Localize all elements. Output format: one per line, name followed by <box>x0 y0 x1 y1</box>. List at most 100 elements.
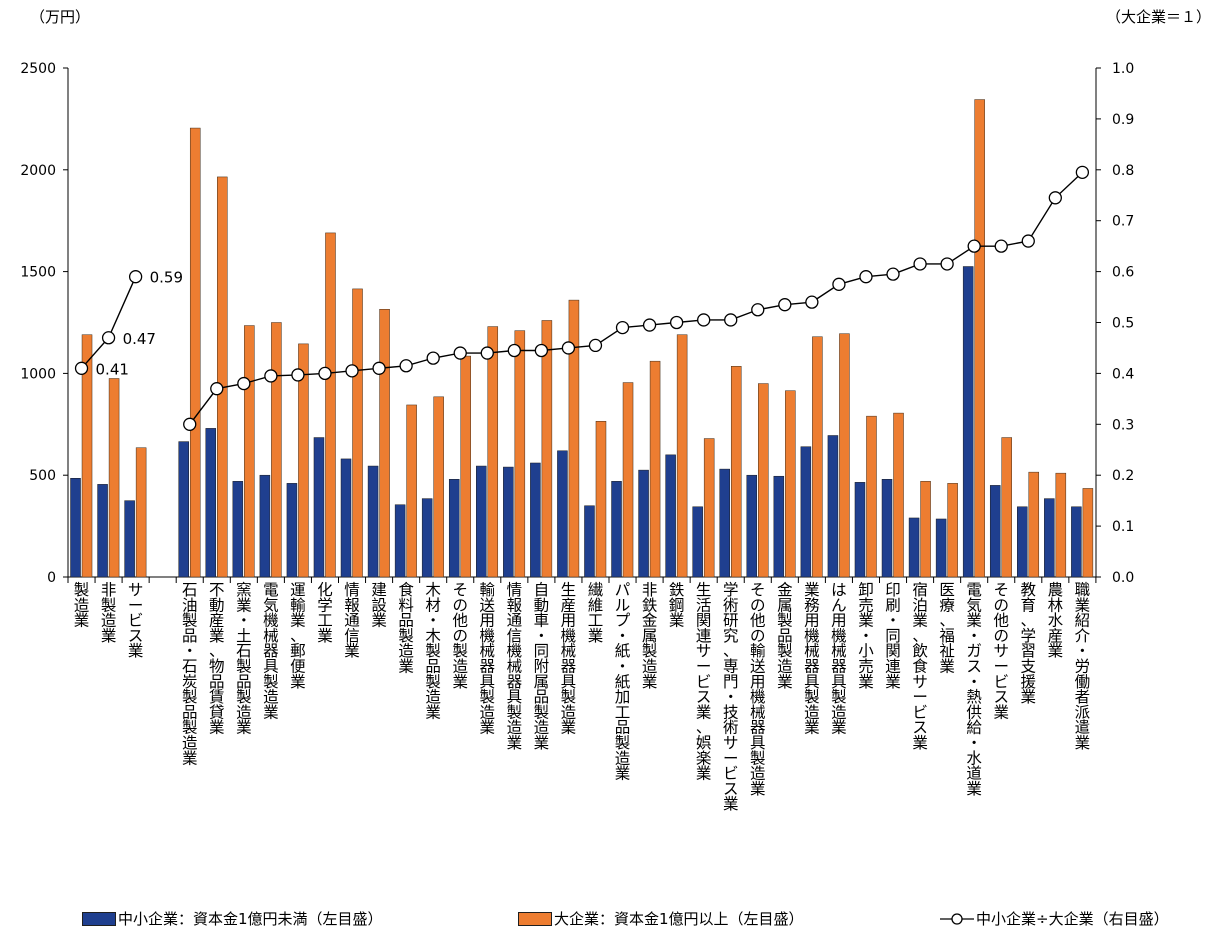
legend-item-sme: 中小企業：資本金1億円未満（左目盛） <box>82 908 383 929</box>
category-label: 不動産業、物品賃貸業 <box>209 581 225 737</box>
bar-sme <box>665 454 676 578</box>
left-axis-unit: （万円） <box>30 8 91 26</box>
bar-large <box>514 330 526 578</box>
bar-sme <box>881 479 893 578</box>
bar-sme <box>97 484 108 578</box>
ratio-point <box>237 376 251 391</box>
category-label: 教育、学習支援業 <box>1021 581 1037 706</box>
ratio-point <box>805 295 819 309</box>
legend-swatch-sme <box>82 911 116 926</box>
chart-canvas: 0 500 1000 1500 2000 2500 0.0 0.1 0.2 0.3 0.4 0.5 0.… <box>20 61 1134 813</box>
ratio-point <box>615 320 630 335</box>
ratio-point <box>318 366 332 381</box>
category-label: 生活関連サービス業、娯楽業 <box>696 581 712 783</box>
category-label: 学術研究、専門・技術サービス業 <box>723 581 739 813</box>
bar-large <box>947 483 958 578</box>
category-label: 運輸業、郵便業 <box>290 581 306 691</box>
category-label: 電気業・ガス・熱供給・水道業 <box>966 581 982 798</box>
ratio-point <box>74 361 89 375</box>
bar-sme <box>178 441 189 578</box>
bar-sme <box>854 482 866 578</box>
bar-sme <box>692 506 703 578</box>
category-label: 職業紹介・労働者派遣業 <box>1075 581 1091 752</box>
bar-large <box>487 326 499 578</box>
ratio-point <box>480 346 494 360</box>
left-tick-label: 1000 <box>20 366 56 382</box>
bar-large <box>730 366 742 578</box>
bar-large <box>676 334 688 578</box>
ratio-point <box>669 315 684 330</box>
category-label: 医療、福祉業 <box>939 581 955 676</box>
category-label: 食料品製造業 <box>398 581 414 676</box>
bar-large <box>244 325 255 578</box>
ratio-line: 0.41 0.47 0.59 <box>74 165 1090 431</box>
bar-large <box>271 322 282 578</box>
left-tick-label: 2000 <box>20 163 56 179</box>
ratio-point <box>426 351 440 365</box>
category-label: はん用機械器具製造業 <box>831 581 847 737</box>
bar-large <box>703 438 715 578</box>
category-label: その他の製造業 <box>452 581 468 691</box>
right-tick-label: 0.9 <box>1112 112 1134 128</box>
legend-item-ratio: 中小企業÷大企業（右目盛） <box>940 908 1169 929</box>
bar-large <box>812 336 823 578</box>
bar-sme <box>719 468 730 578</box>
category-label: その他のサービス業 <box>993 581 1009 721</box>
ratio-point <box>345 364 359 378</box>
category-label: 金属製品製造業 <box>777 581 793 691</box>
category-label: 繊維工業 <box>588 581 604 645</box>
bar-sme <box>367 465 379 578</box>
right-tick-label: 0.6 <box>1112 265 1134 281</box>
axes: 0 500 1000 1500 2000 2500 0.0 0.1 0.2 0.3 0.4 0.5 0.… <box>20 61 1134 586</box>
category-label: 非鉄金属製造業 <box>642 581 658 691</box>
category-label: 農林水産業 <box>1048 581 1064 660</box>
category-label: 化学工業 <box>317 581 333 645</box>
right-tick-label: 0.8 <box>1112 163 1134 179</box>
bar-sme <box>773 475 785 578</box>
bar-sme <box>340 458 352 578</box>
bar-sme <box>827 435 839 578</box>
category-label: その他の輸送用機械器具製造業 <box>750 581 766 798</box>
ratio-point <box>751 303 765 317</box>
bar-sme <box>584 505 595 578</box>
bar-large <box>622 382 634 578</box>
bar-large <box>1001 437 1012 578</box>
bar-large <box>325 232 336 578</box>
bar-sme <box>908 517 920 578</box>
ratio-point <box>832 277 846 291</box>
category-label: 情報通信機械器具製造業 <box>507 581 523 752</box>
ratio-point <box>642 318 657 332</box>
bar-large <box>568 299 580 578</box>
bar-large <box>1028 471 1040 578</box>
ratio-point <box>534 343 549 358</box>
bar-sme <box>1044 498 1055 578</box>
bar-sme <box>421 498 433 578</box>
category-label: 印刷・同関連業 <box>885 581 901 691</box>
legend-line-marker-icon <box>940 912 974 925</box>
bar-sme <box>286 483 298 578</box>
bar-large <box>379 309 390 578</box>
ratio-point <box>967 239 981 253</box>
bar-large <box>298 343 309 578</box>
ratio-point <box>886 267 900 281</box>
bar-sme <box>557 450 568 578</box>
bar-sme <box>1071 506 1082 578</box>
bar-sme <box>800 446 812 578</box>
bars <box>70 99 1094 578</box>
bar-large <box>541 320 553 578</box>
ratio-point <box>778 298 792 312</box>
right-tick-label: 0.5 <box>1112 316 1134 332</box>
category-label: サービス業 <box>128 581 144 660</box>
legend-label-large: 大企業：資本金1億円以上（左目盛） <box>554 910 804 928</box>
ratio-point <box>372 361 386 375</box>
bar-large <box>1082 488 1094 578</box>
ratio-point <box>913 257 927 271</box>
ratio-data-label: 0.41 <box>96 360 129 378</box>
bar-sme <box>1017 506 1028 578</box>
right-tick-label: 1.0 <box>1112 61 1134 77</box>
right-tick-label: 0.4 <box>1112 366 1134 382</box>
left-tick-label: 1500 <box>20 265 56 281</box>
bar-large <box>974 99 985 578</box>
ratio-point <box>1048 191 1062 205</box>
